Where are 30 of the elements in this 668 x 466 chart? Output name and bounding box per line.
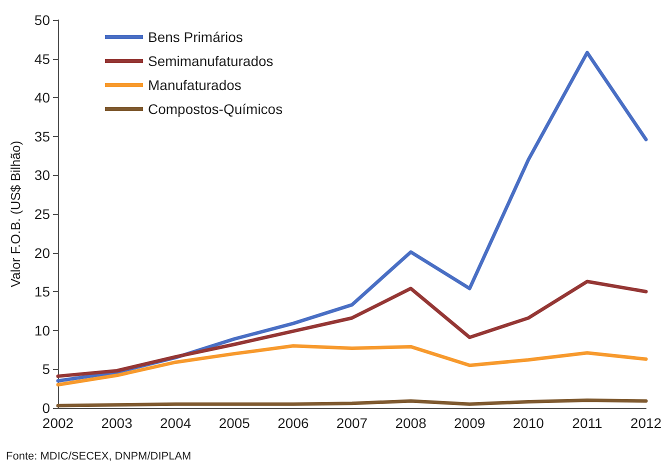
x-tick-label: 2010 [512,415,544,431]
x-tick-label: 2004 [160,415,192,431]
y-tick-label: 10 [34,322,50,338]
y-tick-label: 5 [42,361,50,378]
y-tick-label: 45 [34,50,50,67]
y-tick-label: 25 [34,206,50,222]
x-tick-label: 2012 [630,415,662,431]
legend-label: Bens Primários [148,29,243,45]
x-tick-label: 2008 [395,415,427,431]
y-tick-label: 20 [34,244,50,261]
legend-label: Compostos-Químicos [148,101,283,117]
source-note: Fonte: MDIC/SECEX, DNPM/DIPLAM [6,450,192,462]
x-tick-label: 2011 [572,415,602,431]
line-series [56,344,648,386]
y-tick-label: 35 [34,128,50,144]
x-tick-label: 2009 [454,415,486,431]
y-tick-label: 40 [34,90,50,106]
x-tick-label: 2005 [218,415,250,431]
y-axis-title: Valor F.O.B. (US$ Bilhão) [8,140,23,288]
y-tick-label: 0 [42,400,50,416]
x-tick-label: 2007 [336,415,368,431]
x-tick-label: 2006 [278,415,309,431]
y-tick-label: 30 [34,167,50,184]
y-tick-label: 50 [34,12,50,28]
legend-label: Manufaturados [148,77,242,93]
y-tick-label: 15 [34,284,50,300]
legend-label: Semimanufaturados [148,53,274,69]
x-tick-label: 2002 [42,415,74,431]
x-tick-label: 2003 [101,415,133,431]
line-series [56,280,648,378]
